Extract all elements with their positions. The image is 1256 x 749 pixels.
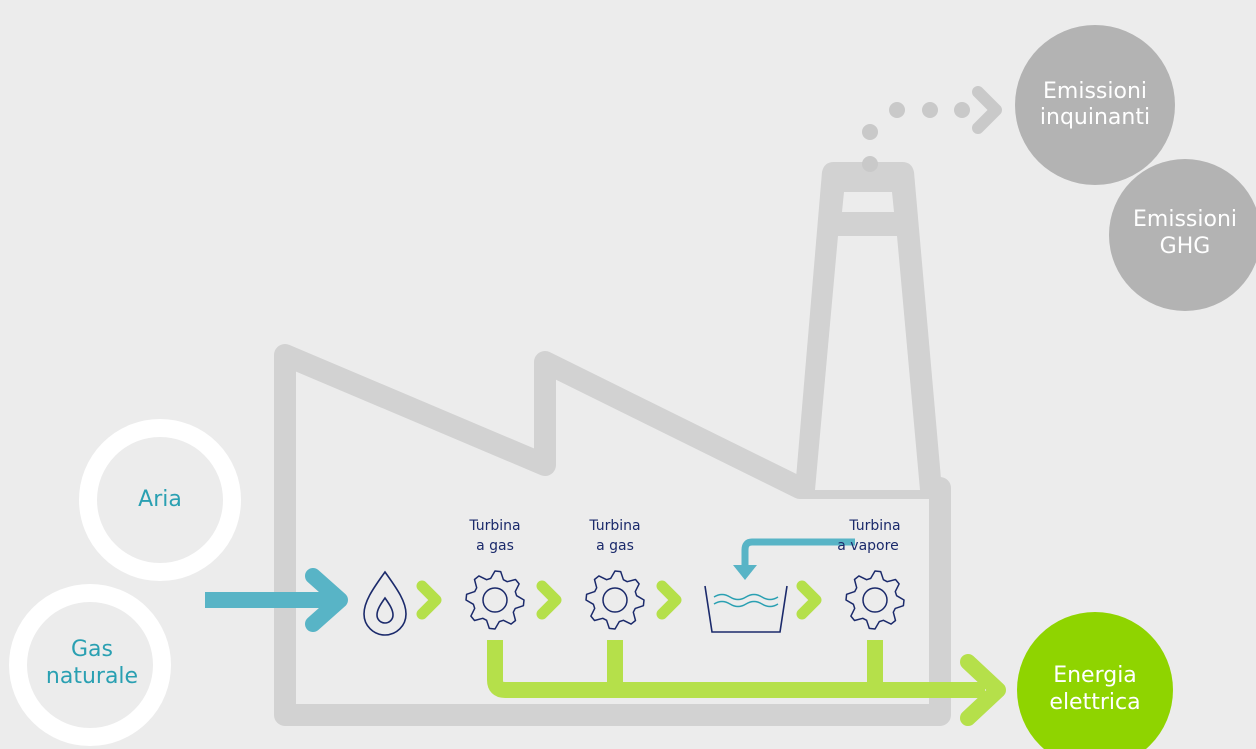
stage-label: Turbina bbox=[588, 518, 640, 534]
input-label: naturale bbox=[46, 664, 138, 689]
output-label: GHG bbox=[1160, 234, 1211, 259]
stage-label: Turbina bbox=[468, 518, 520, 534]
diagram: Emissioni inquinanti Emissioni GHG Energ… bbox=[0, 0, 1256, 749]
output-label: Emissioni bbox=[1043, 79, 1147, 104]
output-label: inquinanti bbox=[1040, 105, 1150, 130]
output-label: Emissioni bbox=[1133, 207, 1237, 232]
output-label: elettrica bbox=[1049, 690, 1140, 715]
stage-label: Turbina bbox=[848, 518, 900, 534]
stage-label: a gas bbox=[596, 538, 634, 554]
output-label: Energia bbox=[1053, 663, 1137, 688]
chimney-window bbox=[842, 192, 894, 212]
stage-label: a vapore bbox=[837, 538, 898, 554]
input-label: Aria bbox=[138, 487, 182, 512]
stage-label: a gas bbox=[476, 538, 514, 554]
input-label: Gas bbox=[71, 637, 113, 662]
